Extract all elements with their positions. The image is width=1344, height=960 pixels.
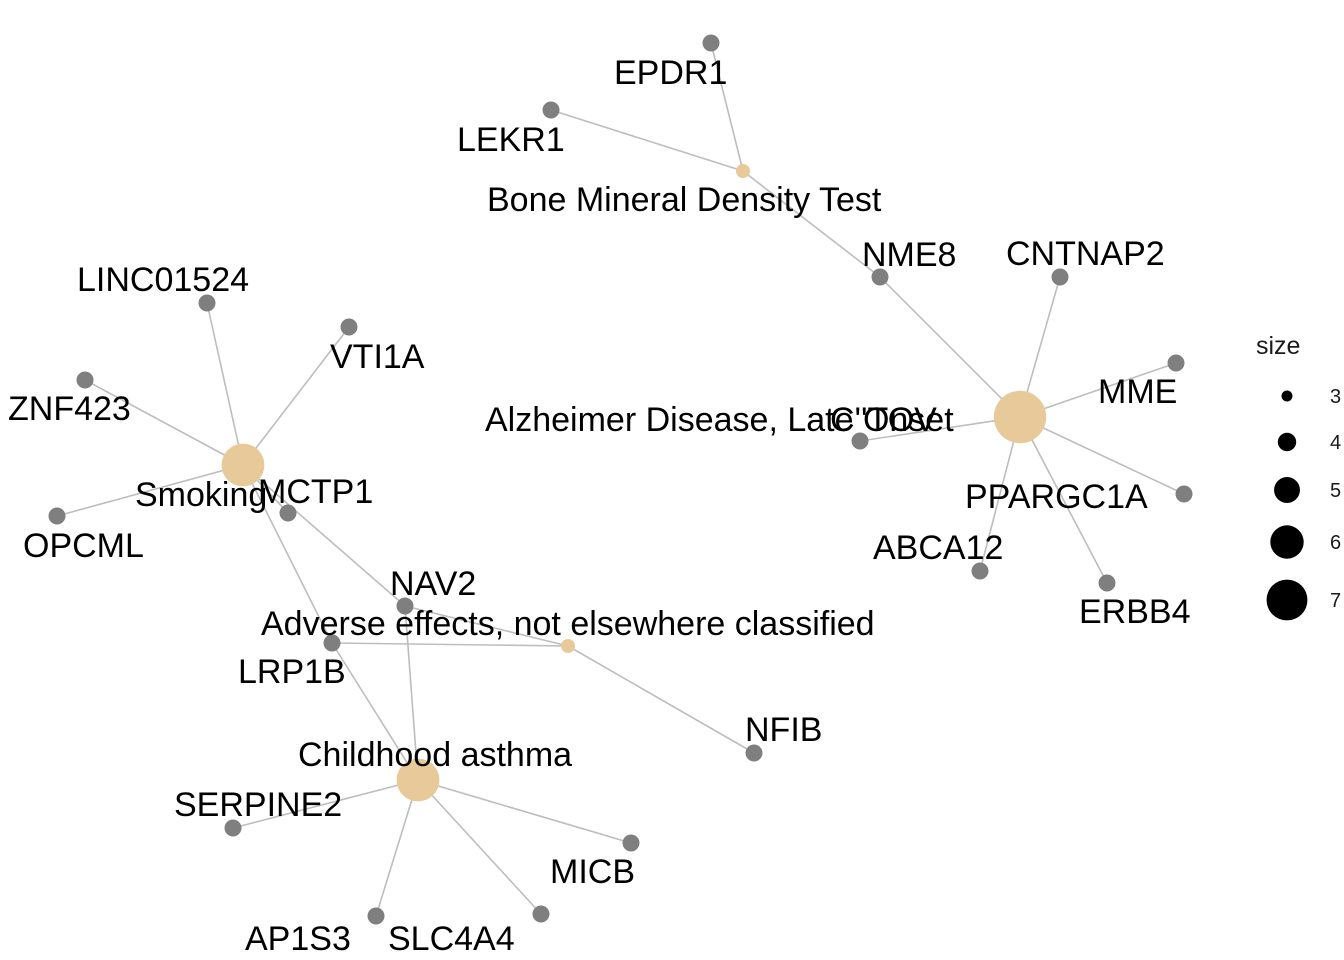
gene-node-LRP1B: [323, 634, 341, 652]
legend-title: size: [1256, 332, 1300, 360]
edge-alz-PPARGC1A: [1019, 416, 1185, 495]
legend-value-7: 7: [1330, 590, 1341, 612]
gene-label-AP1S3: AP1S3: [245, 920, 351, 958]
category-label-alz: Alzheimer Disease, Late Onset: [485, 401, 954, 439]
labels-layer: EPDR1 LEKR1 NME8 CNTNAP2 MME C''TOV PPARGC1A AB…: [8, 54, 1191, 958]
edge-smoking-LRP1B: [242, 464, 333, 644]
gene-node-ERBB4: [1098, 574, 1116, 592]
category-node-adverse: [561, 639, 575, 653]
gene-label-EPDR1: EPDR1: [614, 54, 727, 92]
gene-label-CNTNAP2: CNTNAP2: [1006, 235, 1165, 273]
gene-node-PPARGC1A: [1175, 485, 1193, 503]
gene-node-NME8: [871, 268, 889, 286]
gene-label-LEKR1: LEKR1: [457, 121, 565, 159]
gene-node-ZNF423: [76, 371, 94, 389]
edge-alz-ERBB4: [1019, 416, 1108, 584]
gene-label-ZNF423: ZNF423: [8, 390, 131, 428]
edge-asthma-SERPINE2: [232, 779, 419, 829]
category-label-smoking: Smoking: [135, 476, 267, 514]
gene-node-MICB: [622, 834, 640, 852]
gene-label-LINC01524: LINC01524: [77, 261, 249, 299]
gene-label-MICB: MICB: [550, 853, 635, 891]
legend-value-5: 5: [1330, 480, 1341, 502]
edge-adverse-NFIB: [567, 645, 755, 754]
legend-value-4: 4: [1330, 432, 1341, 454]
edge-alz-CUTOV: [859, 416, 1021, 442]
edge-asthma-AP1S3: [375, 779, 419, 917]
category-label-asthma: Childhood asthma: [298, 736, 572, 774]
gene-node-EPDR1: [702, 34, 720, 52]
gene-label-CUTOV: C''TOV: [830, 401, 937, 439]
gene-node-VTI1A: [340, 318, 358, 336]
edge-alz-ABCA12: [979, 416, 1021, 572]
gene-label-SERPINE2: SERPINE2: [174, 786, 342, 824]
gene-node-AP1S3: [367, 907, 385, 925]
legend-value-3: 3: [1330, 386, 1341, 408]
gene-label-NFIB: NFIB: [745, 711, 822, 749]
gene-label-VTI1A: VTI1A: [330, 338, 425, 376]
category-label-adverse: Adverse effects, not elsewhere classifie…: [261, 605, 875, 643]
gene-node-LINC01524: [198, 294, 216, 312]
legend-dot-6: [1270, 525, 1304, 559]
edge-smoking-OPCML: [56, 464, 244, 517]
edge-smoking-LINC01524: [206, 302, 244, 466]
gene-label-MCTP1: MCTP1: [258, 473, 373, 511]
gene-node-MCTP1: [279, 504, 297, 522]
gene-label-LRP1B: LRP1B: [238, 653, 346, 691]
gene-label-NAV2: NAV2: [390, 565, 476, 603]
gene-node-ABCA12: [971, 562, 989, 580]
edge-adverse-NAV2: [404, 605, 569, 647]
category-node-smoking: [221, 443, 265, 487]
edge-smoking-NAV2: [242, 464, 406, 607]
gene-label-PPARGC1A: PPARGC1A: [965, 478, 1148, 516]
edges-layer: [56, 42, 1185, 917]
gene-node-SERPINE2: [224, 819, 242, 837]
gene-node-NAV2: [396, 597, 414, 615]
size-legend: size 3 4 5 6 7: [1256, 332, 1341, 621]
legend-value-6: 6: [1330, 532, 1341, 554]
gene-label-SLC4A4: SLC4A4: [388, 920, 515, 958]
category-node-bmd: [736, 164, 750, 178]
legend-dot-3: [1281, 390, 1293, 402]
gene-node-OPCML: [48, 507, 66, 525]
gene-label-MME: MME: [1098, 373, 1177, 411]
gene-label-OPCML: OPCML: [23, 527, 144, 565]
legend-dot-7: [1266, 579, 1308, 621]
category-node-asthma: [396, 758, 440, 802]
gene-label-NME8: NME8: [862, 236, 956, 274]
legend-dot-5: [1274, 477, 1300, 503]
gene-node-MME: [1167, 354, 1185, 372]
edge-adverse-LRP1B: [331, 642, 569, 647]
gene-label-ERBB4: ERBB4: [1079, 593, 1191, 631]
gene-node-CNTNAP2: [1051, 268, 1069, 286]
legend-dot-4: [1277, 432, 1297, 452]
edge-asthma-LRP1B: [331, 642, 419, 781]
edge-asthma-NAV2: [404, 605, 419, 781]
edge-bmd-LEKR1: [550, 109, 744, 172]
edge-bmd-EPDR1: [710, 42, 744, 172]
edge-bmd-NME8: [742, 170, 881, 278]
gene-node-CUTOV: [851, 432, 869, 450]
nodes-layer: [48, 34, 1193, 925]
edge-smoking-ZNF423: [84, 379, 244, 466]
edge-alz-MME: [1019, 362, 1177, 418]
edge-asthma-MICB: [417, 779, 632, 844]
edge-asthma-SLC4A4: [417, 779, 542, 915]
edge-alz-NME8: [879, 276, 1021, 418]
category-node-alz: [993, 390, 1047, 444]
gene-node-SLC4A4: [532, 905, 550, 923]
edge-smoking-VTI1A: [242, 326, 350, 466]
gene-node-LEKR1: [542, 101, 560, 119]
gene-node-NFIB: [745, 744, 763, 762]
category-label-bmd: Bone Mineral Density Test: [487, 181, 882, 219]
gene-label-ABCA12: ABCA12: [873, 529, 1003, 567]
